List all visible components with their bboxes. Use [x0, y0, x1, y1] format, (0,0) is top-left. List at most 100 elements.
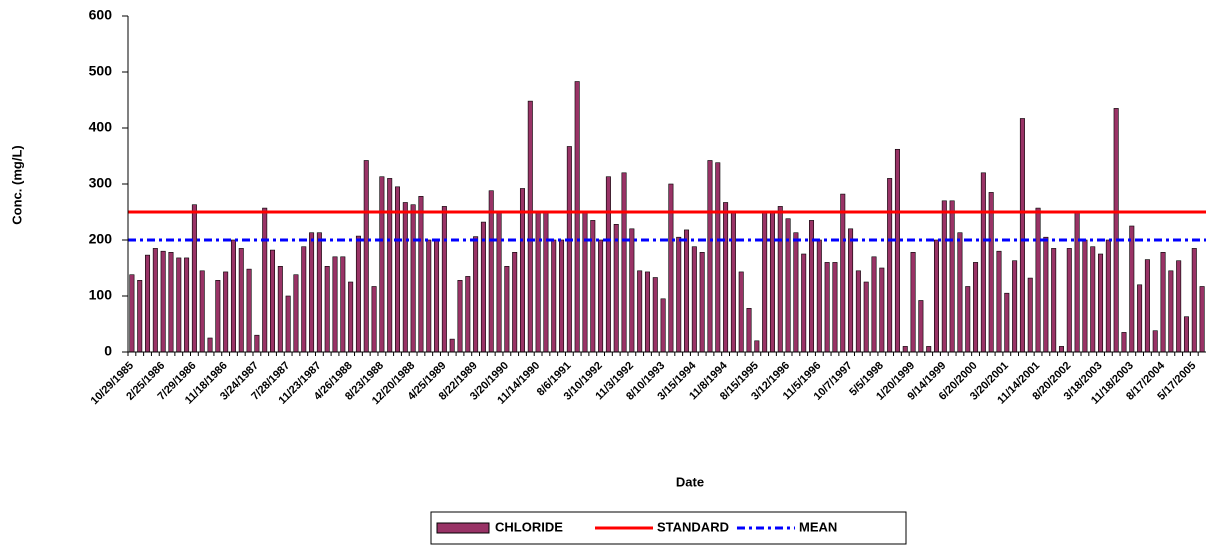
- bar: [1121, 332, 1127, 353]
- bar: [199, 270, 205, 353]
- bar: [371, 286, 377, 353]
- bar: [262, 207, 268, 353]
- bar: [551, 239, 557, 353]
- bar: [863, 281, 869, 353]
- bar: [996, 250, 1002, 353]
- bar: [340, 256, 346, 353]
- bar: [824, 262, 830, 353]
- bar: [1035, 207, 1041, 353]
- bar: [426, 239, 432, 353]
- bar: [1058, 346, 1064, 353]
- bar: [457, 280, 463, 353]
- bar: [168, 252, 174, 353]
- bar: [598, 239, 604, 353]
- bar: [902, 346, 908, 353]
- bar: [402, 202, 408, 353]
- bar: [1074, 212, 1080, 353]
- bar: [316, 232, 322, 353]
- bar: [1152, 330, 1158, 353]
- bar: [504, 266, 510, 353]
- bar: [637, 270, 643, 353]
- bar: [1090, 246, 1096, 353]
- bar: [1113, 108, 1119, 353]
- bar: [707, 160, 713, 353]
- bar: [129, 274, 135, 353]
- bar: [301, 246, 307, 353]
- bar: [223, 271, 229, 353]
- bar: [652, 277, 658, 353]
- bar: [238, 248, 244, 353]
- bar: [535, 212, 541, 353]
- bar: [332, 256, 338, 353]
- bar: [270, 249, 276, 353]
- bar: [184, 257, 190, 353]
- bar: [668, 183, 674, 353]
- bar: [730, 212, 736, 353]
- bar: [1199, 286, 1205, 353]
- bar: [246, 268, 252, 353]
- bar: [379, 176, 385, 353]
- bar: [941, 200, 947, 353]
- bar: [277, 266, 283, 353]
- bar: [465, 276, 471, 353]
- y-tick-label: 400: [89, 119, 113, 135]
- y-tick-label: 600: [89, 7, 113, 23]
- bar: [871, 256, 877, 353]
- y-tick-label: 100: [89, 287, 113, 303]
- x-axis-title: Date: [676, 474, 704, 489]
- bar: [684, 229, 690, 353]
- bar: [793, 232, 799, 353]
- bar: [152, 248, 158, 353]
- bar: [449, 338, 455, 353]
- bar: [605, 176, 611, 353]
- bar: [1066, 248, 1072, 353]
- bar: [832, 262, 838, 353]
- bar: [621, 172, 627, 353]
- bar: [957, 232, 963, 353]
- bar: [965, 286, 971, 353]
- bar: [777, 206, 783, 353]
- bar: [543, 212, 549, 353]
- bar: [582, 211, 588, 353]
- bar: [1176, 260, 1182, 353]
- bar: [191, 204, 197, 353]
- bar: [1004, 292, 1010, 353]
- bar: [926, 346, 932, 353]
- bar: [1027, 277, 1033, 353]
- bar: [699, 252, 705, 353]
- bar: [918, 300, 924, 353]
- bar: [676, 236, 682, 353]
- y-tick-label: 500: [89, 63, 113, 79]
- bar: [488, 190, 494, 353]
- y-tick-label: 200: [89, 231, 113, 247]
- bar: [1012, 260, 1018, 353]
- bar: [933, 239, 939, 353]
- bar: [480, 221, 486, 353]
- bar: [230, 239, 236, 353]
- bar: [512, 252, 518, 353]
- bar: [410, 204, 416, 353]
- bar: [496, 211, 502, 353]
- bar: [1144, 259, 1150, 353]
- bar: [324, 266, 330, 353]
- bar: [566, 146, 572, 353]
- bar: [1137, 284, 1143, 353]
- bar: [176, 257, 182, 353]
- bar: [137, 280, 143, 353]
- bar: [1168, 270, 1174, 353]
- bar: [1019, 118, 1025, 353]
- bar: [894, 148, 900, 353]
- y-tick-label: 0: [104, 343, 112, 359]
- bar: [738, 271, 744, 353]
- legend-box: [430, 511, 907, 545]
- bar: [723, 202, 729, 353]
- bar: [879, 267, 885, 353]
- bar: [816, 239, 822, 353]
- bar: [887, 178, 893, 353]
- bar: [387, 178, 393, 353]
- bar: [207, 337, 213, 353]
- legend-label: MEAN: [799, 519, 837, 534]
- bar: [762, 211, 768, 353]
- bar: [1129, 225, 1135, 353]
- bar: [1082, 239, 1088, 353]
